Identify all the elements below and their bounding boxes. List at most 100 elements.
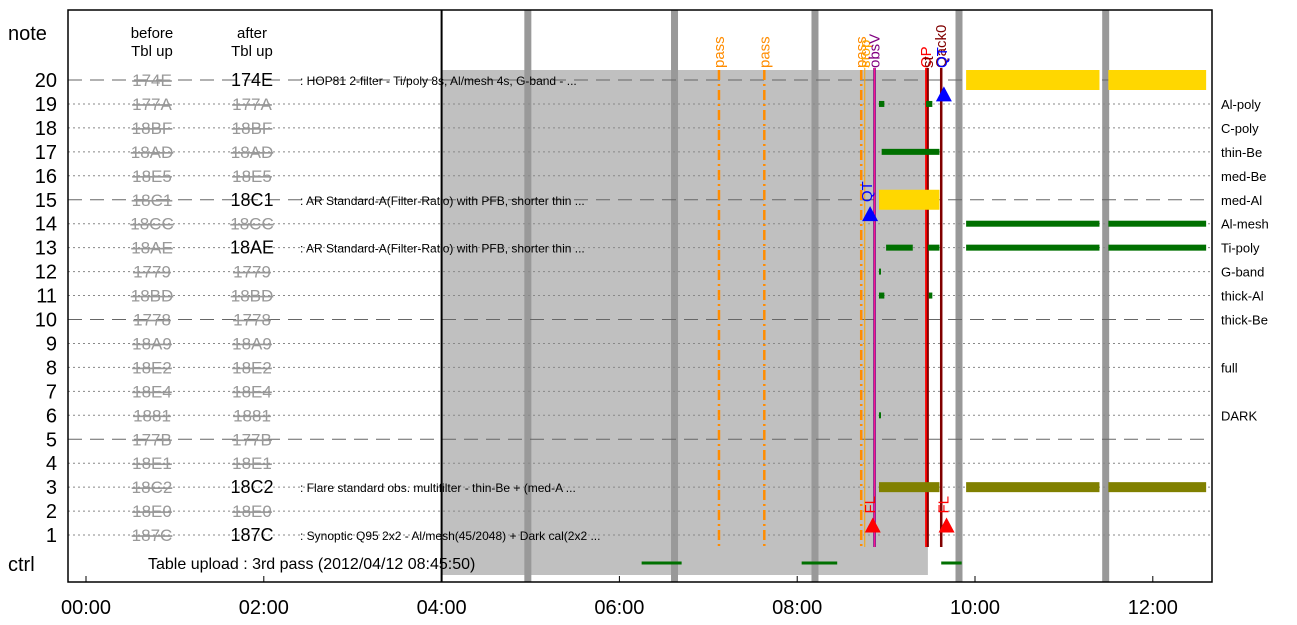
x-tick-label: 02:00: [239, 597, 289, 619]
exposure-segment: [878, 100, 885, 107]
trigger-marker: [864, 517, 881, 533]
text-layer: 00:00 02:00 04:00 06:00 08:00 10:00 12:00 20 174…: [35, 25, 1269, 619]
event-label: obsV: [867, 34, 884, 68]
row-description: : Synoptic Q95 2x2 - Al/mesh(45/2048) + …: [300, 529, 600, 543]
header-after-line1: after: [237, 25, 267, 42]
table-id-after: 18BD: [231, 287, 274, 306]
exposure-segment: [1108, 244, 1207, 251]
table-id-after: 18CC: [230, 215, 273, 234]
table-id-before: 18E1: [132, 454, 172, 473]
row-number: 11: [36, 286, 57, 308]
note-axis-label: note: [8, 23, 47, 45]
row-number: 2: [46, 501, 57, 523]
pass-label: pass: [756, 36, 773, 68]
filter-label: Al-poly: [1221, 97, 1261, 112]
sequence-block-yellow: [966, 70, 1100, 90]
row-number: 3: [46, 477, 57, 499]
event-label: stop: [857, 40, 874, 68]
table-id-before: 18BD: [131, 287, 174, 306]
ctrl-upload-text: Table upload : 3rd pass (2012/04/12 08:4…: [148, 556, 475, 573]
exposure-segment: [966, 220, 1100, 227]
exposure-segment: [1108, 220, 1207, 227]
x-tick-label: 06:00: [594, 597, 644, 619]
row-number: 18: [35, 118, 57, 140]
table-id-before: 1778: [133, 311, 171, 330]
table-id-before: 187C: [132, 526, 173, 545]
table-id-before: 1881: [133, 406, 171, 425]
exposure-segment: [881, 148, 940, 155]
gray-bar: [1102, 10, 1110, 582]
filter-label: thick-Al: [1221, 289, 1264, 304]
filter-label: Al-mesh: [1221, 217, 1269, 232]
table-id-after: 174E: [231, 70, 273, 90]
table-id-before: 18E0: [132, 502, 172, 521]
row-number: 4: [46, 453, 57, 475]
table-id-after: 18AD: [231, 143, 274, 162]
table-id-after: 18E5: [232, 167, 272, 186]
sequence-block-olive: [1108, 482, 1207, 493]
table-id-before: 18E5: [132, 167, 172, 186]
table-id-before: 1779: [133, 263, 171, 282]
table-id-after: 18E0: [232, 502, 272, 521]
row-number: 9: [46, 333, 57, 355]
row-number: 6: [46, 405, 57, 427]
table-id-after: 187C: [230, 525, 273, 545]
exposure-segment: [926, 100, 933, 107]
row-number: 7: [46, 381, 57, 403]
row-number: 15: [35, 190, 57, 212]
table-id-after: 18E4: [232, 382, 272, 401]
x-tick-label: 12:00: [1128, 597, 1178, 619]
filter-label: G-band: [1221, 265, 1264, 280]
trigger-label: FL: [936, 496, 953, 514]
header-after-line2: Tbl up: [231, 43, 273, 60]
table-id-after: 1881: [233, 406, 271, 425]
table-id-before: 18CC: [130, 215, 173, 234]
header-before-line2: Tbl up: [131, 43, 173, 60]
x-tick-label: 08:00: [772, 597, 822, 619]
table-id-before: 18A9: [132, 334, 172, 353]
row-number: 5: [46, 429, 57, 451]
row-number: 10: [35, 310, 57, 332]
filter-label: C-poly: [1221, 121, 1259, 136]
row-number: 14: [35, 214, 57, 236]
table-id-before: 18C1: [132, 191, 173, 210]
x-tick-label: 00:00: [61, 597, 111, 619]
sequence-block-olive: [878, 482, 940, 493]
table-id-before: 18AD: [131, 143, 174, 162]
table-id-after: 18AE: [230, 238, 274, 258]
sequence-block-olive: [966, 482, 1100, 493]
filter-label: full: [1221, 360, 1238, 375]
row-description: : Flare standard obs. multifilter - thin…: [300, 481, 576, 495]
trigger-marker: [935, 86, 952, 102]
table-id-before: 177A: [132, 95, 172, 114]
exposure-segment: [878, 412, 881, 419]
x-tick-label: 04:00: [417, 597, 467, 619]
gray-bar: [524, 10, 532, 582]
row-description: : HOP81 2-filter - Ti/poly 8s, Al/mesh 4…: [300, 74, 577, 88]
row-number: 12: [35, 262, 57, 284]
filter-label: DARK: [1221, 408, 1257, 423]
filter-label: thick-Be: [1221, 313, 1268, 328]
table-id-before: 18C2: [132, 478, 173, 497]
exposure-segment: [878, 292, 885, 299]
table-id-before: 18E2: [132, 358, 172, 377]
table-id-after: 18C1: [230, 190, 273, 210]
table-id-after: 18E2: [232, 358, 272, 377]
table-id-after: 1779: [233, 263, 271, 282]
table-id-before: 18E4: [132, 382, 172, 401]
row-number: 13: [35, 238, 57, 260]
marks-layer: [641, 68, 1207, 565]
table-id-before: 18AE: [131, 239, 173, 258]
trigger-marker: [862, 206, 879, 222]
row-number: 19: [35, 94, 57, 116]
filter-label: med-Be: [1221, 169, 1267, 184]
row-number: 20: [35, 70, 57, 92]
table-id-before: 18BF: [132, 119, 173, 138]
table-id-after: 18C2: [230, 477, 273, 497]
ctrl-axis-label: ctrl: [8, 554, 35, 576]
exposure-segment: [878, 268, 881, 275]
plot-frame: [67, 9, 1213, 583]
x-tick-label: 10:00: [950, 597, 1000, 619]
exposure-segment: [966, 244, 1100, 251]
